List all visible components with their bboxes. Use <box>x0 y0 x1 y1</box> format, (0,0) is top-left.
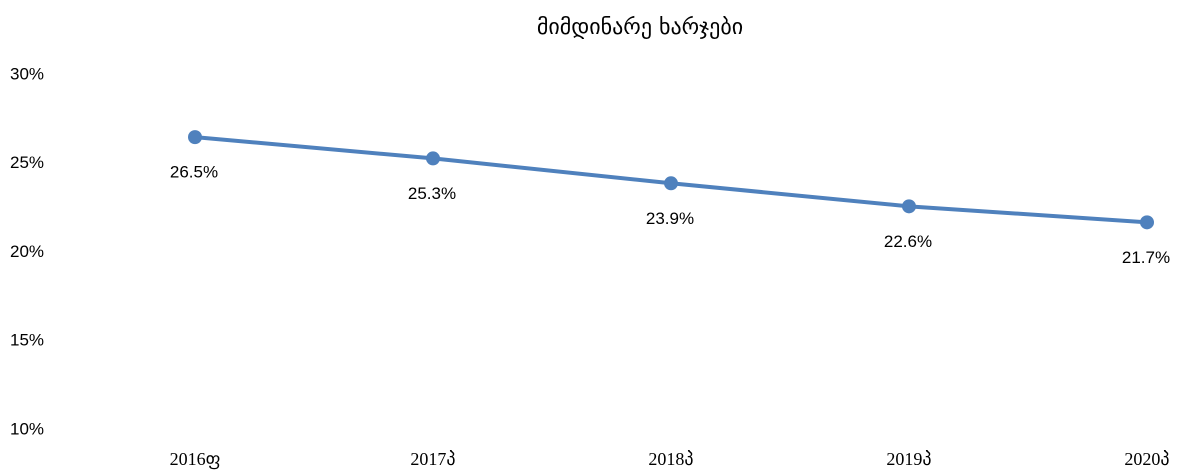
y-tick-label: 15% <box>10 331 44 350</box>
marker <box>426 151 440 166</box>
marker <box>188 130 202 145</box>
marker <box>1140 215 1154 230</box>
y-tick-label: 10% <box>10 419 44 438</box>
data-label: 21.7% <box>1122 248 1170 267</box>
x-tick-label: 2017პ <box>410 449 455 469</box>
x-tick-label: 2016ფ <box>170 449 221 470</box>
marker <box>664 176 678 191</box>
x-tick-label: 2020პ <box>1124 449 1169 469</box>
data-label: 22.6% <box>884 232 932 251</box>
x-tick-label: 2019პ <box>886 449 931 469</box>
data-label: 26.5% <box>170 163 218 182</box>
y-tick-label: 30% <box>10 64 44 83</box>
marker <box>902 199 916 214</box>
y-tick-label: 20% <box>10 242 44 261</box>
data-label: 25.3% <box>408 184 456 203</box>
chart-title: მიმდინარე ხარჯები <box>537 15 743 40</box>
x-tick-label: 2018პ <box>648 449 693 469</box>
y-tick-label: 25% <box>10 153 44 172</box>
data-label: 23.9% <box>646 209 694 228</box>
